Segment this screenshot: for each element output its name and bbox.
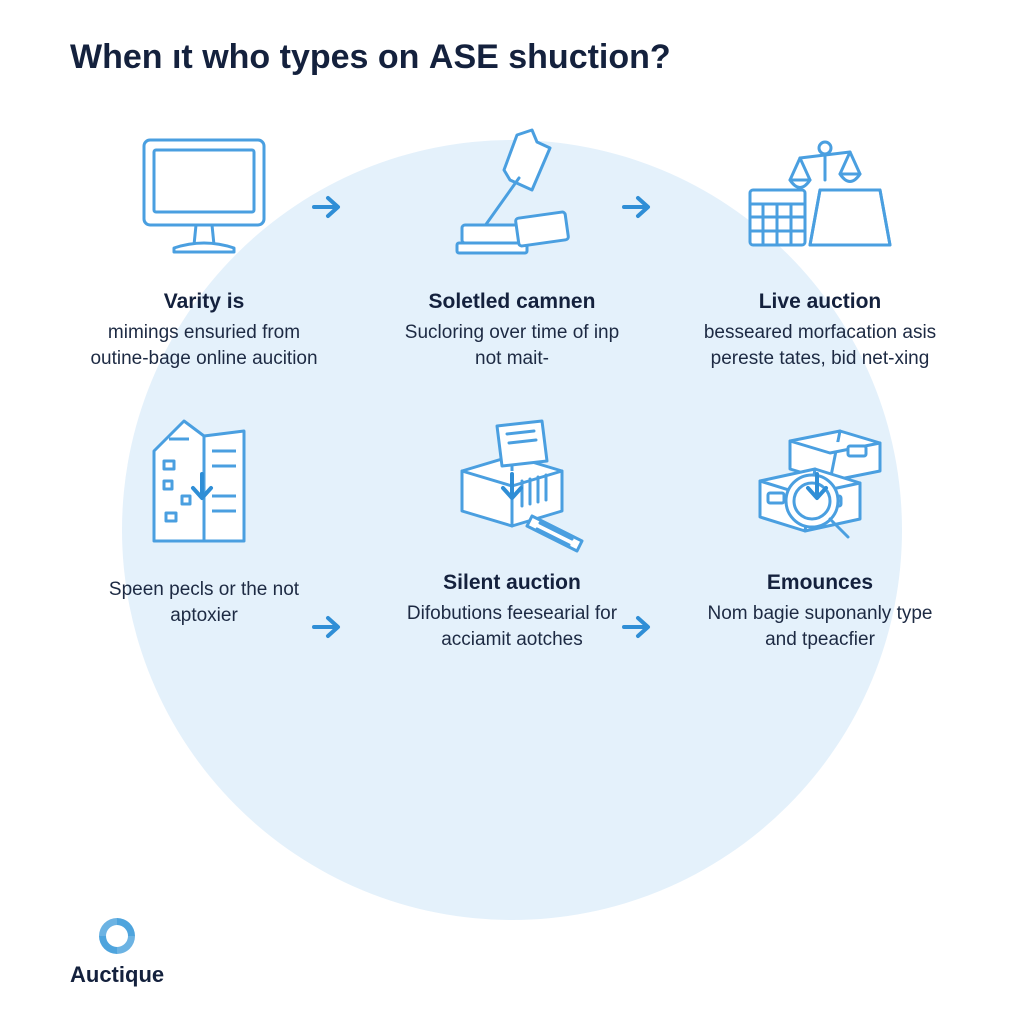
arrow-right-icon <box>310 610 344 644</box>
cell-desc: Speen pecls or the not aptoxier <box>84 577 324 628</box>
cell-title: Silent auction <box>443 571 581 595</box>
cell-silent-auction: Silent auction Difobutions feesearial fo… <box>378 401 646 652</box>
cell-desc: Nom bagie suponanly type and tpeacfier <box>700 601 940 652</box>
arrow-right-icon <box>620 190 654 224</box>
infographic-grid: Varity is mimings ensuried from outine-b… <box>70 120 954 653</box>
cell-title: Emounces <box>767 571 873 595</box>
cell-emounces: Emounces Nom bagie suponanly type and tp… <box>686 401 954 652</box>
arrow-down-icon <box>800 470 834 504</box>
cell-title: Soletled camnen <box>429 290 596 314</box>
arrow-right-icon <box>620 610 654 644</box>
page-title: When ıt who types on ASE shuction? <box>70 38 671 77</box>
title-pre: When ıt who types on <box>70 38 429 76</box>
arrow-right-icon <box>310 190 344 224</box>
cell-soletled: Soletled camnen Sucloring over time of i… <box>378 120 646 371</box>
logo-text: Auctique <box>70 962 164 988</box>
arrow-down-icon <box>185 470 219 504</box>
cell-title: Live auction <box>759 290 882 314</box>
title-bold: ASE shuction <box>429 38 650 76</box>
logo-swirl-icon <box>95 914 139 958</box>
cell-desc: Sucloring over time of inp not mait- <box>392 320 632 371</box>
monitor-icon <box>114 120 294 280</box>
arrow-down-icon <box>495 470 529 504</box>
cell-speen: Speen pecls or the not aptoxier <box>70 401 338 652</box>
brand-logo: Auctique <box>70 914 164 988</box>
cell-title: Varity is <box>164 290 245 314</box>
title-post: ? <box>650 38 671 76</box>
cell-desc: Difobutions feesearial for acciamit aotc… <box>392 601 632 652</box>
cell-desc: mimings ensuried from outine-bage online… <box>84 320 324 371</box>
cell-live-auction: Live auction besseared morfacation asis … <box>686 120 954 371</box>
cell-varity: Varity is mimings ensuried from outine-b… <box>70 120 338 371</box>
cell-desc: besseared morfacation asis pereste tates… <box>700 320 940 371</box>
scale-icon <box>730 120 910 280</box>
gavel-icon <box>422 120 602 280</box>
